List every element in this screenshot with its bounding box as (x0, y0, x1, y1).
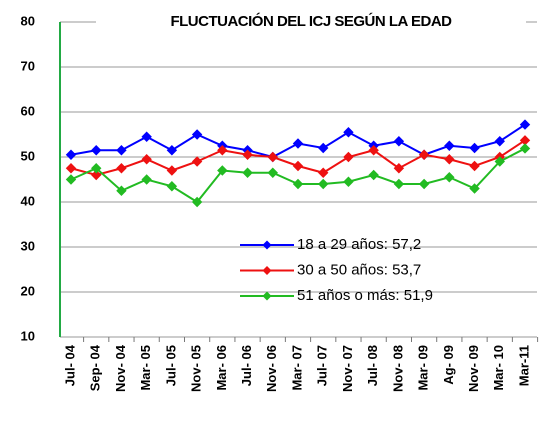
marker (141, 131, 152, 142)
marker (292, 178, 304, 190)
marker (217, 165, 228, 176)
marker (116, 185, 127, 196)
marker (368, 145, 379, 156)
marker (418, 178, 430, 190)
x-tick-label: Nov- 04 (113, 344, 128, 392)
marker (318, 167, 329, 178)
x-tick-label: Jul- 07 (315, 345, 330, 386)
marker (166, 165, 178, 176)
marker (494, 156, 505, 167)
marker (318, 178, 329, 190)
marker (65, 174, 77, 185)
marker (494, 136, 505, 147)
marker (444, 154, 455, 165)
marker (469, 160, 480, 172)
y-tick-label: 10 (21, 328, 35, 343)
marker (393, 163, 405, 174)
marker (343, 127, 354, 138)
legend-label: 18 a 29 años: 57,2 (297, 236, 421, 253)
marker (292, 160, 304, 172)
marker (292, 138, 304, 149)
x-tick-label: Jul- 08 (365, 345, 380, 386)
marker (343, 176, 354, 187)
marker (418, 149, 430, 160)
marker (242, 149, 253, 160)
y-tick-label: 70 (21, 58, 35, 73)
x-tick-label: Nov- 07 (340, 345, 355, 392)
marker (65, 149, 77, 160)
marker (368, 169, 379, 181)
marker (519, 143, 531, 154)
marker (469, 183, 480, 194)
y-tick-label: 50 (21, 148, 35, 163)
legend-label: 51 años o más: 51,9 (297, 287, 433, 304)
x-tick-label: Mar- 10 (491, 345, 506, 391)
marker (267, 151, 278, 163)
chart-title: FLUCTUACIÓN DEL ICJ SEGÚN LA EDAD (170, 12, 452, 30)
y-tick-label: 30 (21, 238, 35, 253)
marker (267, 167, 278, 178)
marker (191, 156, 203, 167)
marker (116, 163, 127, 174)
marker (343, 151, 354, 163)
marker (444, 140, 455, 151)
marker (191, 129, 203, 140)
x-tick-label: Mar- 09 (416, 345, 431, 391)
x-tick-label: Nov- 09 (466, 345, 481, 392)
marker (91, 145, 102, 156)
x-tick-label: Sep- 04 (88, 344, 103, 391)
title-background (96, 8, 526, 36)
x-tick-label: Mar- 06 (214, 345, 229, 391)
legend-marker (262, 266, 272, 275)
y-tick-label: 80 (21, 13, 35, 28)
legend-label: 30 a 50 años: 53,7 (297, 261, 421, 278)
marker (141, 174, 152, 185)
x-tick-label: Nov- 08 (390, 345, 405, 392)
marker (116, 145, 127, 156)
marker (91, 169, 102, 181)
x-tick-label: Jul- 06 (239, 345, 254, 386)
marker (166, 181, 178, 192)
x-tick-label: Jul- 05 (163, 345, 178, 386)
y-tick-label: 40 (21, 193, 35, 208)
y-tick-label: 60 (21, 103, 35, 118)
marker (242, 167, 253, 178)
legend-marker (262, 240, 272, 250)
y-tick-label: 20 (21, 283, 35, 298)
x-tick-label: Ag- 09 (441, 345, 456, 385)
marker (393, 178, 405, 190)
legend-marker (262, 291, 272, 301)
x-tick-label: Nov- 05 (189, 345, 204, 392)
marker (469, 142, 480, 154)
marker (166, 145, 178, 156)
x-tick-label: Mar-11 (516, 345, 531, 386)
x-tick-label: Mar- 07 (289, 345, 304, 391)
marker (318, 142, 329, 154)
marker (519, 119, 531, 130)
marker (393, 136, 405, 147)
marker (141, 154, 152, 165)
marker (191, 196, 203, 208)
x-tick-label: Nov- 06 (264, 345, 279, 392)
marker (65, 163, 77, 174)
x-tick-label: Jul- 04 (62, 344, 77, 386)
marker (217, 145, 228, 156)
marker (444, 172, 455, 183)
series-line (70, 147, 526, 204)
x-tick-label: Mar- 05 (138, 345, 153, 391)
marker (91, 163, 102, 174)
